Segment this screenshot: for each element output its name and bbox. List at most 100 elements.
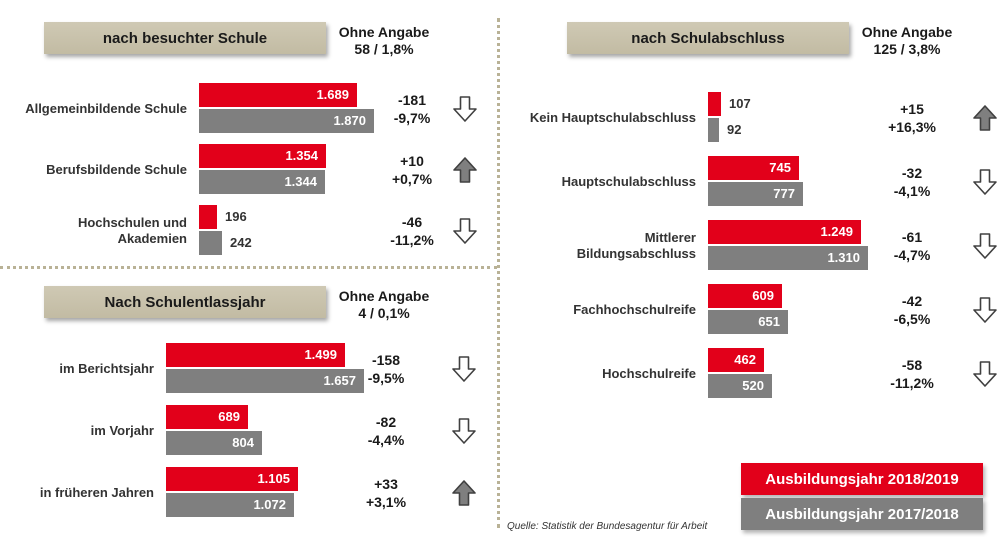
data-label: 777 <box>773 186 795 201</box>
change-values: -58 -11,2% <box>877 356 947 392</box>
bar-2017-2018: 1.310 <box>708 246 868 270</box>
legend-current-label: Ausbildungsjahr 2018/2019 <box>765 470 959 488</box>
ohne-angabe-label: Ohne Angabe <box>338 288 430 304</box>
category-label-line: Hauptschulabschluss <box>561 174 696 189</box>
change-absolute: -181 <box>397 92 427 108</box>
category-label: in früheren Jahren <box>4 485 154 501</box>
data-label: 520 <box>742 378 764 393</box>
change-absolute: -58 <box>901 357 923 373</box>
bar-2017-2018: 1.072 <box>166 493 294 517</box>
change-absolute: -61 <box>901 229 923 245</box>
category-label: im Berichtsjahr <box>4 361 154 377</box>
change-percent: +3,1% <box>365 494 407 510</box>
bar-2017-2018: 777 <box>708 182 803 206</box>
data-label: 1.105 <box>257 471 290 486</box>
bar-2017-2018: 242 <box>199 231 252 255</box>
category-label-line: Mittlerer <box>644 230 696 245</box>
change-percent: +16,3% <box>888 119 936 135</box>
bar-2017-2018: 520 <box>708 374 772 398</box>
data-label: 196 <box>225 209 247 224</box>
arrow-down-icon <box>973 297 997 323</box>
data-label: 1.870 <box>333 113 366 128</box>
change-absolute: -158 <box>371 352 401 368</box>
change-percent: -9,5% <box>367 370 405 386</box>
header-besuchte-schule-title: nach besuchter Schule <box>102 29 268 47</box>
change-values: +15 +16,3% <box>877 100 947 136</box>
arrow-up-icon <box>453 157 477 183</box>
bar-2018-2019: 196 <box>199 205 247 229</box>
data-label: 1.354 <box>285 148 318 163</box>
change-values: -46 -11,2% <box>377 213 447 249</box>
bar-2017-2018: 651 <box>708 310 788 334</box>
data-label: 1.310 <box>827 250 860 265</box>
arrow-up-icon <box>452 480 476 506</box>
category-label-line: im Berichtsjahr <box>59 361 154 376</box>
legend-previous: Ausbildungsjahr 2017/2018 <box>741 498 983 530</box>
category-label: Fachhochschulreife <box>506 302 696 318</box>
bar-2018-2019: 1.354 <box>199 144 326 168</box>
data-label: 92 <box>727 122 742 137</box>
change-absolute: -32 <box>901 165 923 181</box>
bar-2017-2018: 92 <box>708 118 741 142</box>
category-label-line: Bildungsabschluss <box>576 246 696 261</box>
data-label: 1.249 <box>820 224 853 239</box>
arrow-down-icon <box>452 356 476 382</box>
ohne-angabe-schule: Ohne Angabe 58 / 1,8% <box>329 24 439 58</box>
source-note: Quelle: Statistik der Bundesagentur für … <box>507 521 708 532</box>
ohne-angabe-value: 58 / 1,8% <box>354 41 414 57</box>
change-values: -32 -4,1% <box>877 164 947 200</box>
bar-2018-2019: 1.249 <box>708 220 861 244</box>
category-label: Hauptschulabschluss <box>506 174 696 190</box>
change-absolute: +15 <box>900 101 924 117</box>
data-label: 462 <box>734 352 756 367</box>
arrow-down-icon <box>453 218 477 244</box>
arrow-down-icon <box>452 418 476 444</box>
data-label: 1.499 <box>304 347 337 362</box>
ohne-angabe-entlass: Ohne Angabe 4 / 0,1% <box>329 288 439 322</box>
bar-2018-2019: 609 <box>708 284 782 308</box>
change-absolute: -82 <box>375 414 397 430</box>
arrow-up-icon <box>973 105 997 131</box>
bar-2018-2019: 107 <box>708 92 751 116</box>
change-percent: -4,7% <box>893 247 931 263</box>
header-schulentlassjahr-title: Nach Schulentlassjahr <box>104 293 266 311</box>
category-label-line: Allgemeinbildende Schule <box>25 101 187 116</box>
change-percent: -4,1% <box>893 183 931 199</box>
category-label-line: Akademien <box>117 231 187 246</box>
data-label: 1.657 <box>323 373 356 388</box>
header-schulentlassjahr: Nach Schulentlassjahr <box>44 286 326 318</box>
change-percent: -11,2% <box>890 375 934 391</box>
divider-horizontal <box>0 266 497 269</box>
arrow-down-icon <box>973 169 997 195</box>
category-label: Kein Hauptschulabschluss <box>506 110 696 126</box>
data-label: 609 <box>752 288 774 303</box>
header-schulabschluss: nach Schulabschluss <box>567 22 849 54</box>
data-label: 1.072 <box>253 497 286 512</box>
change-values: -61 -4,7% <box>877 228 947 264</box>
category-label: Hochschulen und Akademien <box>7 215 187 247</box>
category-label: im Vorjahr <box>4 423 154 439</box>
change-values: -158 -9,5% <box>351 351 421 387</box>
category-label-line: Berufsbildende Schule <box>46 162 187 177</box>
category-label-line: in früheren Jahren <box>39 485 154 500</box>
change-percent: +0,7% <box>391 171 433 187</box>
change-values: -42 -6,5% <box>877 292 947 328</box>
change-values: -82 -4,4% <box>351 413 421 449</box>
bar-2017-2018: 1.657 <box>166 369 364 393</box>
change-values: +33 +3,1% <box>351 475 421 511</box>
data-label: 242 <box>230 235 252 250</box>
data-label: 745 <box>769 160 791 175</box>
arrow-down-icon <box>973 233 997 259</box>
ohne-angabe-label: Ohne Angabe <box>338 24 430 40</box>
data-label: 1.689 <box>316 87 349 102</box>
bar-2018-2019: 689 <box>166 405 248 429</box>
bar-2017-2018: 804 <box>166 431 262 455</box>
category-label-line: Kein Hauptschulabschluss <box>529 110 696 125</box>
ohne-angabe-value: 125 / 3,8% <box>873 41 941 57</box>
arrow-down-icon <box>453 96 477 122</box>
category-label-line: Hochschulreife <box>602 366 696 381</box>
header-besuchte-schule: nach besuchter Schule <box>44 22 326 54</box>
legend-previous-label: Ausbildungsjahr 2017/2018 <box>765 505 959 523</box>
ohne-angabe-label: Ohne Angabe <box>861 24 953 40</box>
category-label-line: Fachhochschulreife <box>573 302 696 317</box>
